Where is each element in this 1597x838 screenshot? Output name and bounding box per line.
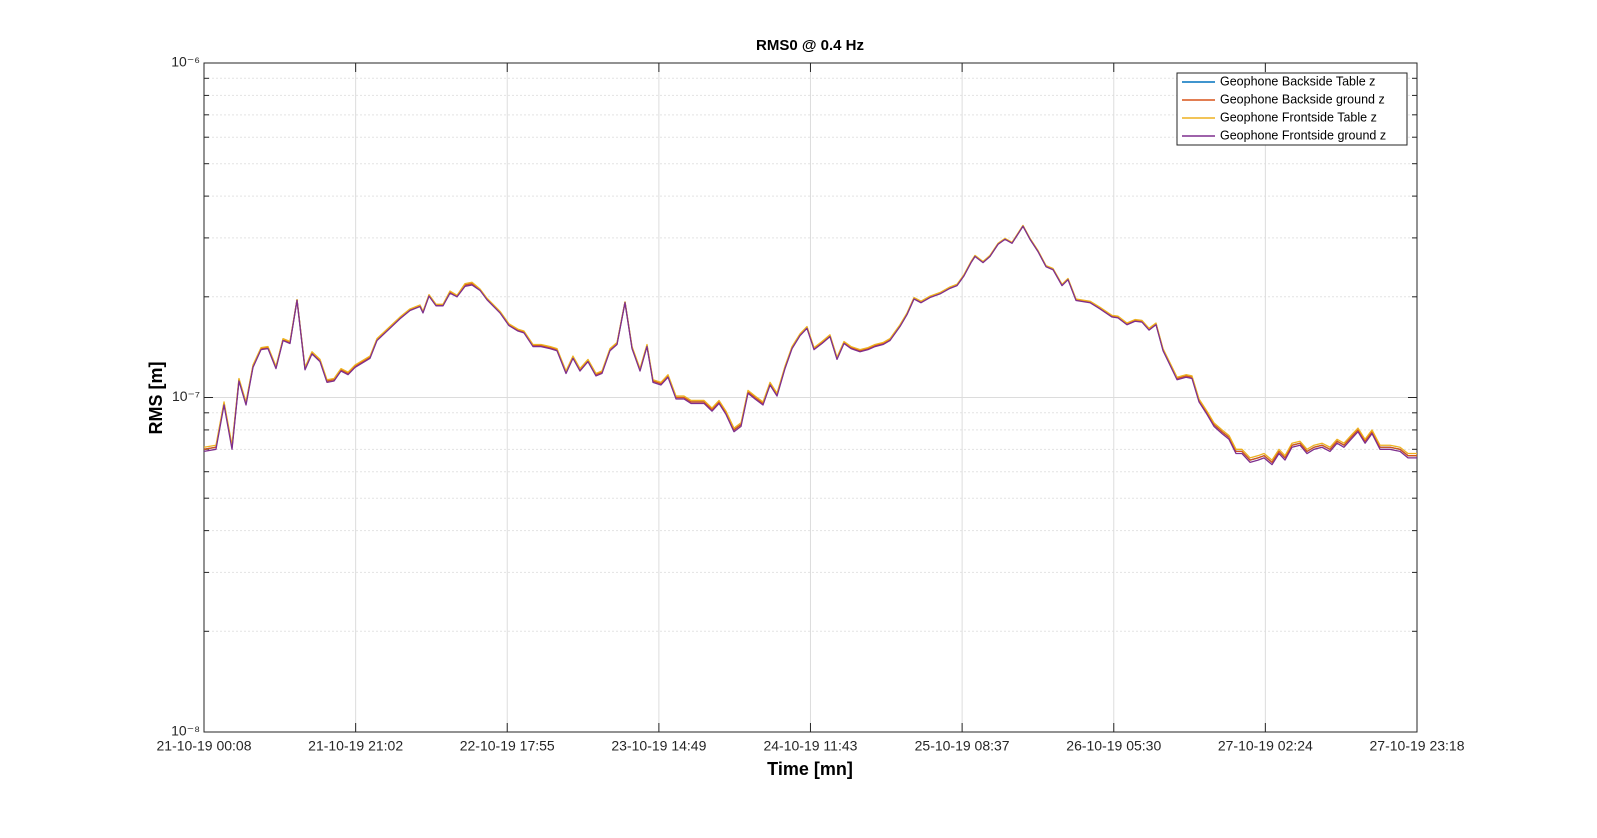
x-tick-label: 21-10-19 00:08 (157, 738, 252, 754)
legend-box (1176, 72, 1408, 146)
x-tick-label: 22-10-19 17:55 (460, 738, 555, 754)
x-tick-label: 23-10-19 14:49 (611, 738, 706, 754)
y-tick-label: 10⁻⁶ (171, 54, 200, 70)
legend-label: Geophone Backside ground z (1220, 92, 1385, 106)
chart-title: RMS0 @ 0.4 Hz (756, 37, 864, 54)
x-tick-label: 25-10-19 08:37 (915, 738, 1010, 754)
x-tick-label: 21-10-19 21:02 (308, 738, 403, 754)
y-tick-label: 10⁻⁸ (171, 723, 200, 739)
x-tick-label: 24-10-19 11:43 (763, 738, 857, 754)
x-tick-label: 27-10-19 23:18 (1370, 738, 1465, 754)
y-axis-label: RMS [m] (146, 362, 166, 435)
legend-label: Geophone Frontside ground z (1220, 128, 1386, 142)
x-tick-label: 27-10-19 02:24 (1218, 738, 1313, 754)
x-tick-label: 26-10-19 05:30 (1066, 738, 1161, 754)
x-axis-label: Time [mn] (767, 759, 853, 779)
plot-frame (203, 62, 1418, 733)
legend-label: Geophone Backside Table z (1220, 74, 1375, 88)
y-tick-label: 10⁻⁷ (172, 388, 200, 404)
series-line (203, 225, 1417, 466)
legend-label: Geophone Frontside Table z (1220, 110, 1377, 124)
